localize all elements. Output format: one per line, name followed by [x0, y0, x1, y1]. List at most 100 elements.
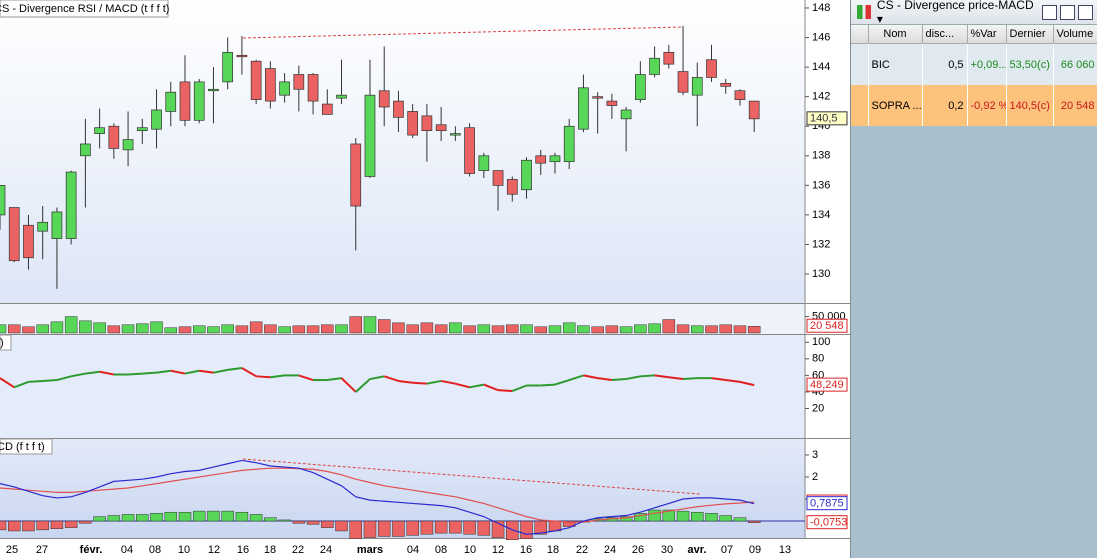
candle-body: [378, 90, 390, 108]
candle-body: [649, 57, 660, 75]
histogram-bar: [93, 516, 106, 522]
volume-bar: [548, 325, 562, 334]
candle-body: [321, 103, 333, 115]
watchlist-title[interactable]: CS - Divergence price-MACD ▾: [876, 0, 1034, 26]
row[interactable]: BIC 0,5 +0,09... 53,50(c) 66 060: [851, 43, 1097, 85]
cell: 0,5: [922, 43, 968, 85]
candle-body: [51, 211, 63, 239]
label-box: [0, 438, 53, 455]
rsi-segment: [640, 374, 655, 378]
last-value-label: 20 548: [810, 320, 844, 332]
histogram-bar: [747, 520, 761, 523]
volume-bar: [136, 323, 149, 334]
maximize[interactable]: [1060, 4, 1075, 20]
candle-body: [506, 179, 518, 195]
y-tick-label: 138: [812, 150, 830, 162]
histogram-bar: [520, 520, 533, 539]
candle-body: [521, 159, 532, 191]
candle-body: [478, 155, 490, 171]
rsi-segment: [340, 377, 357, 393]
candle-body: [165, 91, 177, 112]
candle-body: [535, 155, 547, 164]
y-tick-label: 132: [812, 238, 830, 250]
rsi-segment: [483, 383, 499, 392]
volume-bar: [634, 324, 647, 334]
cell: SOPRA ...: [868, 85, 923, 126]
x-tick-label: 25: [6, 544, 18, 556]
rsi-segment: [625, 375, 641, 381]
last-value-label: 0,7875: [810, 498, 844, 510]
column-header[interactable]: %Var: [967, 25, 1007, 44]
cell: [851, 85, 869, 126]
candle-body: [37, 221, 49, 232]
volume-bar: [0, 324, 7, 334]
x-tick-label: 04: [121, 544, 133, 556]
histogram-bar: [463, 520, 476, 535]
volume-bar: [22, 326, 35, 334]
y-tick-label: 80: [812, 353, 824, 365]
rsi-segment: [440, 379, 456, 385]
rsi-segment: [554, 379, 570, 386]
x-tick-label: 13: [779, 544, 791, 556]
row[interactable]: SOPRA ... 0,2 -0,92 % 140,5(c) 20 548: [851, 85, 1097, 126]
rsi-segment: [725, 379, 741, 383]
volume-bar: [50, 321, 64, 334]
candle-body: [677, 71, 689, 93]
volume-bar: [306, 325, 320, 334]
last-value-box: [806, 496, 848, 511]
histogram-bar: [477, 520, 491, 536]
cell: 0,2: [922, 85, 968, 126]
x-tick-label: 27: [36, 544, 48, 556]
volume-bar: [577, 325, 590, 334]
x-tick-label: avr.: [688, 544, 707, 556]
y-tick-label: 2: [812, 471, 818, 483]
cell: BIC: [868, 43, 923, 85]
x-tick-label: 04: [407, 544, 419, 556]
volume-bar: [235, 325, 249, 334]
rsi-segment: [99, 370, 115, 376]
y-tick-label: 148: [812, 2, 830, 14]
candle-body: [606, 100, 618, 106]
x-tick-label: 18: [264, 544, 276, 556]
x-tick-label: 12: [492, 544, 504, 556]
candle-body: [592, 96, 604, 99]
macd-label: CD (f t f t): [0, 441, 45, 453]
histogram-bar: [136, 514, 149, 522]
cell: [851, 43, 869, 85]
column-header[interactable]: disc...: [922, 25, 968, 44]
column-header[interactable]: Nom: [868, 25, 923, 44]
histogram-bar: [634, 513, 647, 522]
candle-body: [265, 68, 276, 102]
volume-bar: [463, 325, 476, 334]
value-axis: [805, 0, 850, 538]
x-tick-label: 22: [292, 544, 304, 556]
volume-bar: [192, 325, 206, 334]
candle-body: [691, 77, 703, 96]
y-tick-label: 146: [812, 31, 830, 43]
x-tick-label: 12: [208, 544, 220, 556]
rsi-segment: [256, 375, 271, 379]
histogram-bar: [619, 516, 633, 522]
candle-body: [364, 94, 376, 177]
candle-body: [407, 111, 419, 136]
volume-bar: [491, 325, 505, 334]
volume-bar: [107, 325, 121, 334]
rsi-segment: [469, 383, 485, 389]
rsi-segment: [42, 379, 57, 382]
rsi-segment: [412, 381, 427, 385]
rsi-segment: [654, 374, 669, 379]
candle-body: [421, 115, 433, 132]
x-tick-label: 24: [604, 544, 616, 556]
close[interactable]: [1078, 4, 1093, 20]
volume-bar: [249, 321, 263, 334]
minimize[interactable]: [1042, 4, 1057, 20]
candle-body: [250, 60, 262, 100]
volume-bar: [164, 327, 178, 334]
column-header[interactable]: Dernier: [1006, 25, 1054, 44]
column-header[interactable]: Volume: [1053, 25, 1097, 44]
volume-bar: [420, 322, 434, 334]
candle-body: [549, 155, 561, 163]
volume-bar: [377, 319, 391, 334]
cell: 53,50(c): [1006, 43, 1054, 85]
rsi-segment: [213, 368, 228, 374]
